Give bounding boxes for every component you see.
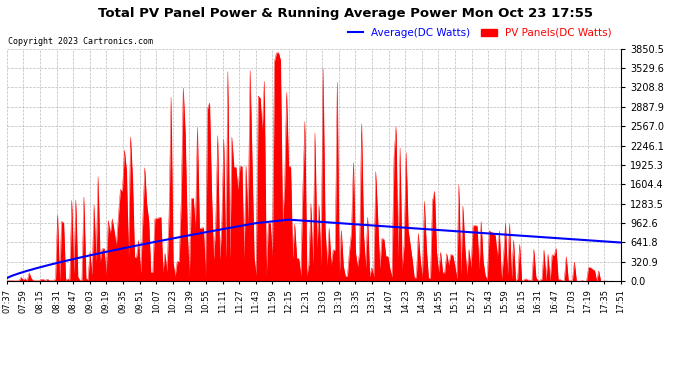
Text: Copyright 2023 Cartronics.com: Copyright 2023 Cartronics.com	[8, 38, 153, 46]
Legend: Average(DC Watts), PV Panels(DC Watts): Average(DC Watts), PV Panels(DC Watts)	[344, 24, 615, 42]
Text: Total PV Panel Power & Running Average Power Mon Oct 23 17:55: Total PV Panel Power & Running Average P…	[97, 8, 593, 21]
